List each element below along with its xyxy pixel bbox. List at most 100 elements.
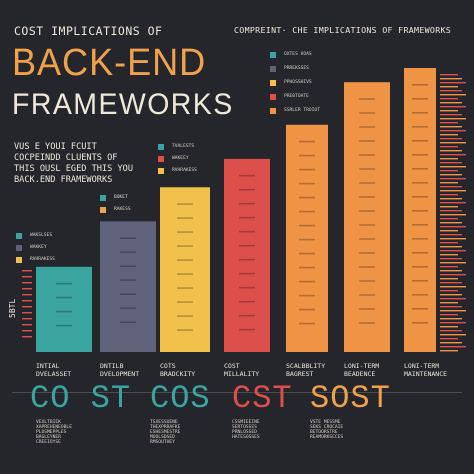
scale-tick xyxy=(440,82,466,84)
legend-swatch xyxy=(158,144,164,150)
bottom-list-4: VSTE MESSME SEKS CROCAIE BETOORSTRE REAM… xyxy=(310,420,343,440)
scale-tick xyxy=(440,314,458,316)
legend-label: WAKEEY xyxy=(172,156,189,161)
legend-label: RVHRAKESS xyxy=(30,257,55,262)
list-item: HATESOSSES xyxy=(232,435,260,440)
intro-line-4: BACK.END FRAMEWORKS xyxy=(14,175,113,185)
title-line-1: COST IMPLICATIONS OF xyxy=(14,24,163,38)
title-line-2: BACK-END xyxy=(12,42,207,84)
scale-tick xyxy=(440,286,466,288)
bar-texture xyxy=(299,168,315,171)
bottom-list-2: TSXESSUENE THEXPRRAFKE ESHESMESTRE MOOLS… xyxy=(150,420,180,445)
legend-label: SSRLER TROIOT xyxy=(284,108,320,113)
scale-tick xyxy=(440,318,462,320)
scale-tick xyxy=(440,130,466,132)
list-item: TSXESSUENE xyxy=(150,420,178,425)
bar-texture xyxy=(299,308,315,311)
bar-texture xyxy=(359,238,375,240)
bar-texture xyxy=(177,273,193,275)
bar-texture xyxy=(239,244,255,247)
category-label-5: SCALBBLITY BAGREST xyxy=(286,362,326,378)
scale-tick xyxy=(440,206,458,208)
scale-tick xyxy=(440,146,458,148)
scale-tick xyxy=(440,290,458,292)
bar-texture xyxy=(177,231,193,233)
scale-tick xyxy=(440,178,466,180)
scale-tick xyxy=(440,90,462,92)
legend-label: OXTES VOAS xyxy=(284,52,312,57)
bar-texture xyxy=(359,280,375,282)
list-item: PLOSMEPPLES xyxy=(36,430,67,435)
scale-tick xyxy=(440,334,466,336)
bar-texture xyxy=(239,314,255,317)
scale-tick xyxy=(22,312,32,314)
bar-texture xyxy=(299,252,315,255)
scale-tick xyxy=(440,86,458,88)
legend-label: RVHRAKESS xyxy=(172,168,197,173)
scale-tick xyxy=(440,326,458,328)
scale-tick xyxy=(440,174,462,176)
scale-tick xyxy=(440,218,458,220)
list-item: SEKS CROCAIE xyxy=(310,425,344,430)
bar-texture xyxy=(359,308,375,310)
bottom-word-1: CO ST xyxy=(30,380,132,417)
bar-texture xyxy=(359,322,375,324)
bar-texture xyxy=(177,315,193,317)
bar-6 xyxy=(344,82,390,352)
title-line-3: FRAMEWORKS xyxy=(12,88,234,121)
bar-4 xyxy=(224,158,270,352)
scale-tick xyxy=(440,170,458,172)
legend-swatch xyxy=(270,108,276,114)
legend-label: PRREKSSES xyxy=(284,66,309,71)
bar-texture xyxy=(359,182,375,184)
list-item: CSSMIEEINE xyxy=(232,420,260,425)
scale-tick xyxy=(440,282,462,284)
bar-texture xyxy=(239,328,255,331)
scale-tick xyxy=(440,138,462,140)
bar-3 xyxy=(160,187,210,352)
bar-texture xyxy=(56,296,72,299)
list-item: CREEIOYSE xyxy=(36,440,61,445)
legend-label: TVALESTS xyxy=(172,144,195,149)
legend-swatch xyxy=(16,245,22,251)
scale-tick xyxy=(440,234,462,236)
bar-texture xyxy=(239,230,255,233)
bar-texture xyxy=(412,294,428,296)
scale-tick xyxy=(22,336,32,338)
scale-tick xyxy=(440,230,458,232)
list-item: VSTE MESSME xyxy=(310,420,341,425)
legend-swatch xyxy=(270,52,276,58)
bar-texture xyxy=(359,210,375,212)
scale-tick xyxy=(440,102,462,104)
list-item: BAGLEYNER xyxy=(36,435,61,440)
bar-texture xyxy=(412,126,428,128)
legend-label: PPHOSSHIVS xyxy=(284,80,312,85)
bar-texture xyxy=(359,140,375,142)
bar-texture xyxy=(412,238,428,240)
scale-tick xyxy=(440,350,458,352)
legend-label: WAKSLSES xyxy=(30,233,53,238)
bar-texture xyxy=(177,301,193,303)
bar-texture xyxy=(299,294,315,297)
list-item: REAMORKSCCES xyxy=(310,435,344,440)
scale-tick xyxy=(440,158,458,160)
bar-texture xyxy=(412,168,428,170)
category-label-6: LONI-TERM BEADENCE xyxy=(344,362,380,378)
bar-texture xyxy=(299,280,315,283)
legend-swatch xyxy=(270,80,276,86)
scale-tick xyxy=(440,298,466,300)
bar-texture xyxy=(177,245,193,247)
scale-tick xyxy=(440,262,466,264)
scale-tick xyxy=(22,300,32,302)
bar-5 xyxy=(286,124,328,352)
scale-tick xyxy=(440,74,458,76)
bar-texture xyxy=(412,84,428,86)
scale-tick xyxy=(440,246,462,248)
list-item: PRNLOSSED xyxy=(232,430,257,435)
scale-tick xyxy=(22,306,32,308)
list-item: VEXLTBIEK xyxy=(36,420,61,425)
scale-tick xyxy=(440,98,458,100)
bar-texture xyxy=(239,174,255,177)
bar-texture xyxy=(412,210,428,212)
